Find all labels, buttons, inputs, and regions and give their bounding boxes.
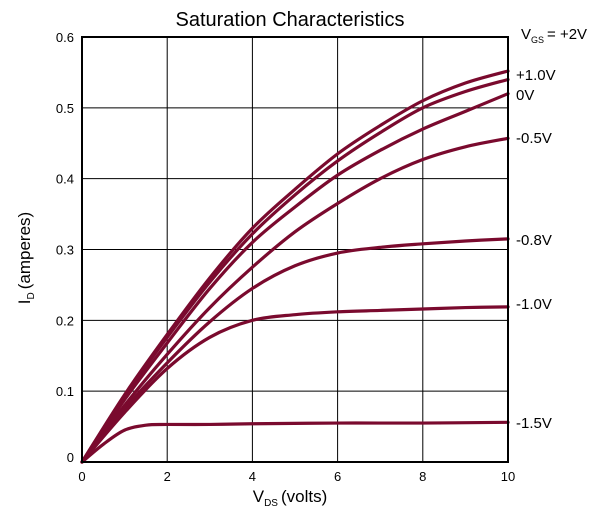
series-label: +1.0V (516, 67, 556, 84)
plot-frame (81, 36, 509, 463)
tick-labels: 0 2 4 6 8 10 0 0.1 0.2 0.3 0.4 0.5 0.6 (56, 30, 515, 484)
x-axis-label-sub: DS (264, 498, 278, 509)
series-label: -1.5V (516, 415, 552, 432)
series-line-1-5V (80, 420, 510, 464)
x-axis-label: VDS (volts) (253, 487, 328, 509)
y-axis-label: ID (amperes) (15, 212, 37, 304)
x-tick-label: 8 (419, 469, 426, 484)
x-axis-label-rest: (volts) (281, 487, 327, 506)
series-labels: +1.0V 0V -0.5V -0.8V -1.0V -1.5V (516, 67, 556, 432)
y-axis-label-main: I (15, 299, 34, 304)
y-axis-label-rest: (amperes) (15, 212, 34, 289)
x-tick-label: 4 (249, 469, 256, 484)
y-tick-label: 0 (67, 450, 74, 465)
chart-title: Saturation Characteristics (176, 9, 405, 31)
series-label: -1.0V (516, 296, 552, 313)
legend-vgs-eq: = +2V (547, 26, 587, 43)
x-tick-label: 0 (78, 469, 85, 484)
series-line-1-0V (80, 77, 510, 464)
x-tick-label: 6 (334, 469, 341, 484)
x-tick-label: 10 (501, 469, 515, 484)
legend-vgs-main: V (521, 26, 531, 43)
y-tick-label: 0.3 (56, 243, 74, 258)
series-line-0-5V (80, 136, 510, 464)
series-label: -0.8V (516, 232, 552, 249)
legend-vgs-sub: GS (531, 35, 544, 45)
grid-lines (82, 37, 508, 462)
series-lines (80, 69, 510, 464)
y-tick-label: 0.2 (56, 313, 74, 328)
series-label: 0V (516, 87, 534, 104)
y-tick-label: 0.5 (56, 101, 74, 116)
series-line-1-0V (80, 305, 510, 464)
x-axis-label-main: V (253, 487, 265, 506)
y-tick-label: 0.4 (56, 172, 74, 187)
legend-vgs-label: VGS = +2V (521, 26, 587, 45)
y-tick-label: 0.1 (56, 384, 74, 399)
series-label: -0.5V (516, 130, 552, 147)
series-line-0-8V (80, 237, 510, 464)
x-tick-label: 2 (164, 469, 171, 484)
y-tick-label: 0.6 (56, 30, 74, 45)
y-axis-label-sub: D (26, 292, 37, 299)
series-line-0V (80, 92, 510, 464)
